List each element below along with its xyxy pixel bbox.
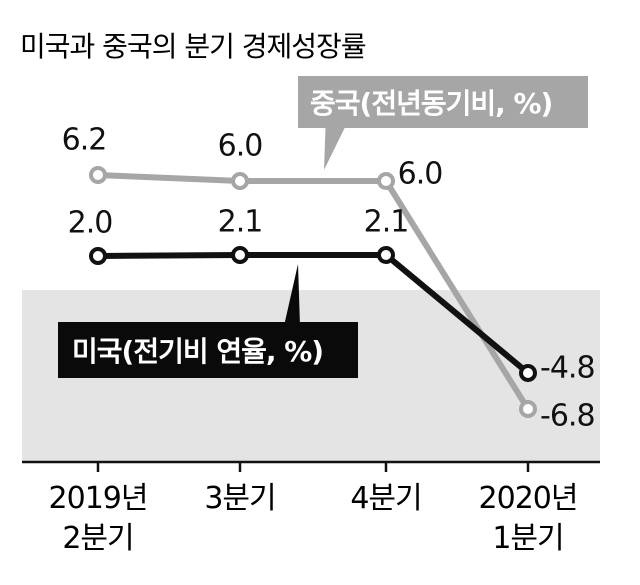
x-tick-label: 2020년 1분기 [479, 481, 578, 556]
china-point [377, 172, 395, 190]
legend-us-pointer [284, 264, 300, 326]
us-point [89, 247, 107, 265]
us-data-label: 2.0 [68, 206, 113, 241]
us-data-label: 2.1 [364, 205, 409, 240]
china-data-label: 6.0 [398, 157, 443, 192]
us-data-label: -4.8 [540, 351, 595, 386]
china-point [519, 400, 537, 418]
us-point [377, 246, 395, 264]
china-line [97, 172, 531, 411]
us-point [231, 246, 249, 264]
us-line [97, 252, 530, 376]
chart-title: 미국과 중국의 분기 경제성장률 [20, 30, 366, 63]
china-point [231, 172, 249, 190]
china-data-label: 6.0 [218, 129, 263, 164]
legend-us-box [58, 322, 358, 378]
china-data-label: 6.2 [62, 123, 107, 158]
us-data-label: 2.1 [218, 205, 263, 240]
china-data-label: -6.8 [540, 399, 595, 434]
legend-china: 중국(전년동기비, %) [298, 76, 588, 170]
x-tick-label: 3분기 [204, 481, 275, 516]
legend-us-label: 미국(전기비 연율, %) [72, 335, 323, 368]
china-point [89, 166, 107, 184]
series-us: 2.0 2.1 2.1 -4.8 [68, 205, 596, 386]
x-tick-label: 2019년 2분기 [49, 481, 148, 556]
series-china: 6.2 6.0 6.0 -6.8 [62, 123, 596, 434]
legend-china-label: 중국(전년동기비, %) [310, 87, 552, 120]
legend-china-box [298, 76, 588, 128]
legend-us: 미국(전기비 연율, %) [58, 264, 358, 378]
us-point [519, 364, 537, 382]
x-tick-label: 4분기 [350, 481, 421, 516]
